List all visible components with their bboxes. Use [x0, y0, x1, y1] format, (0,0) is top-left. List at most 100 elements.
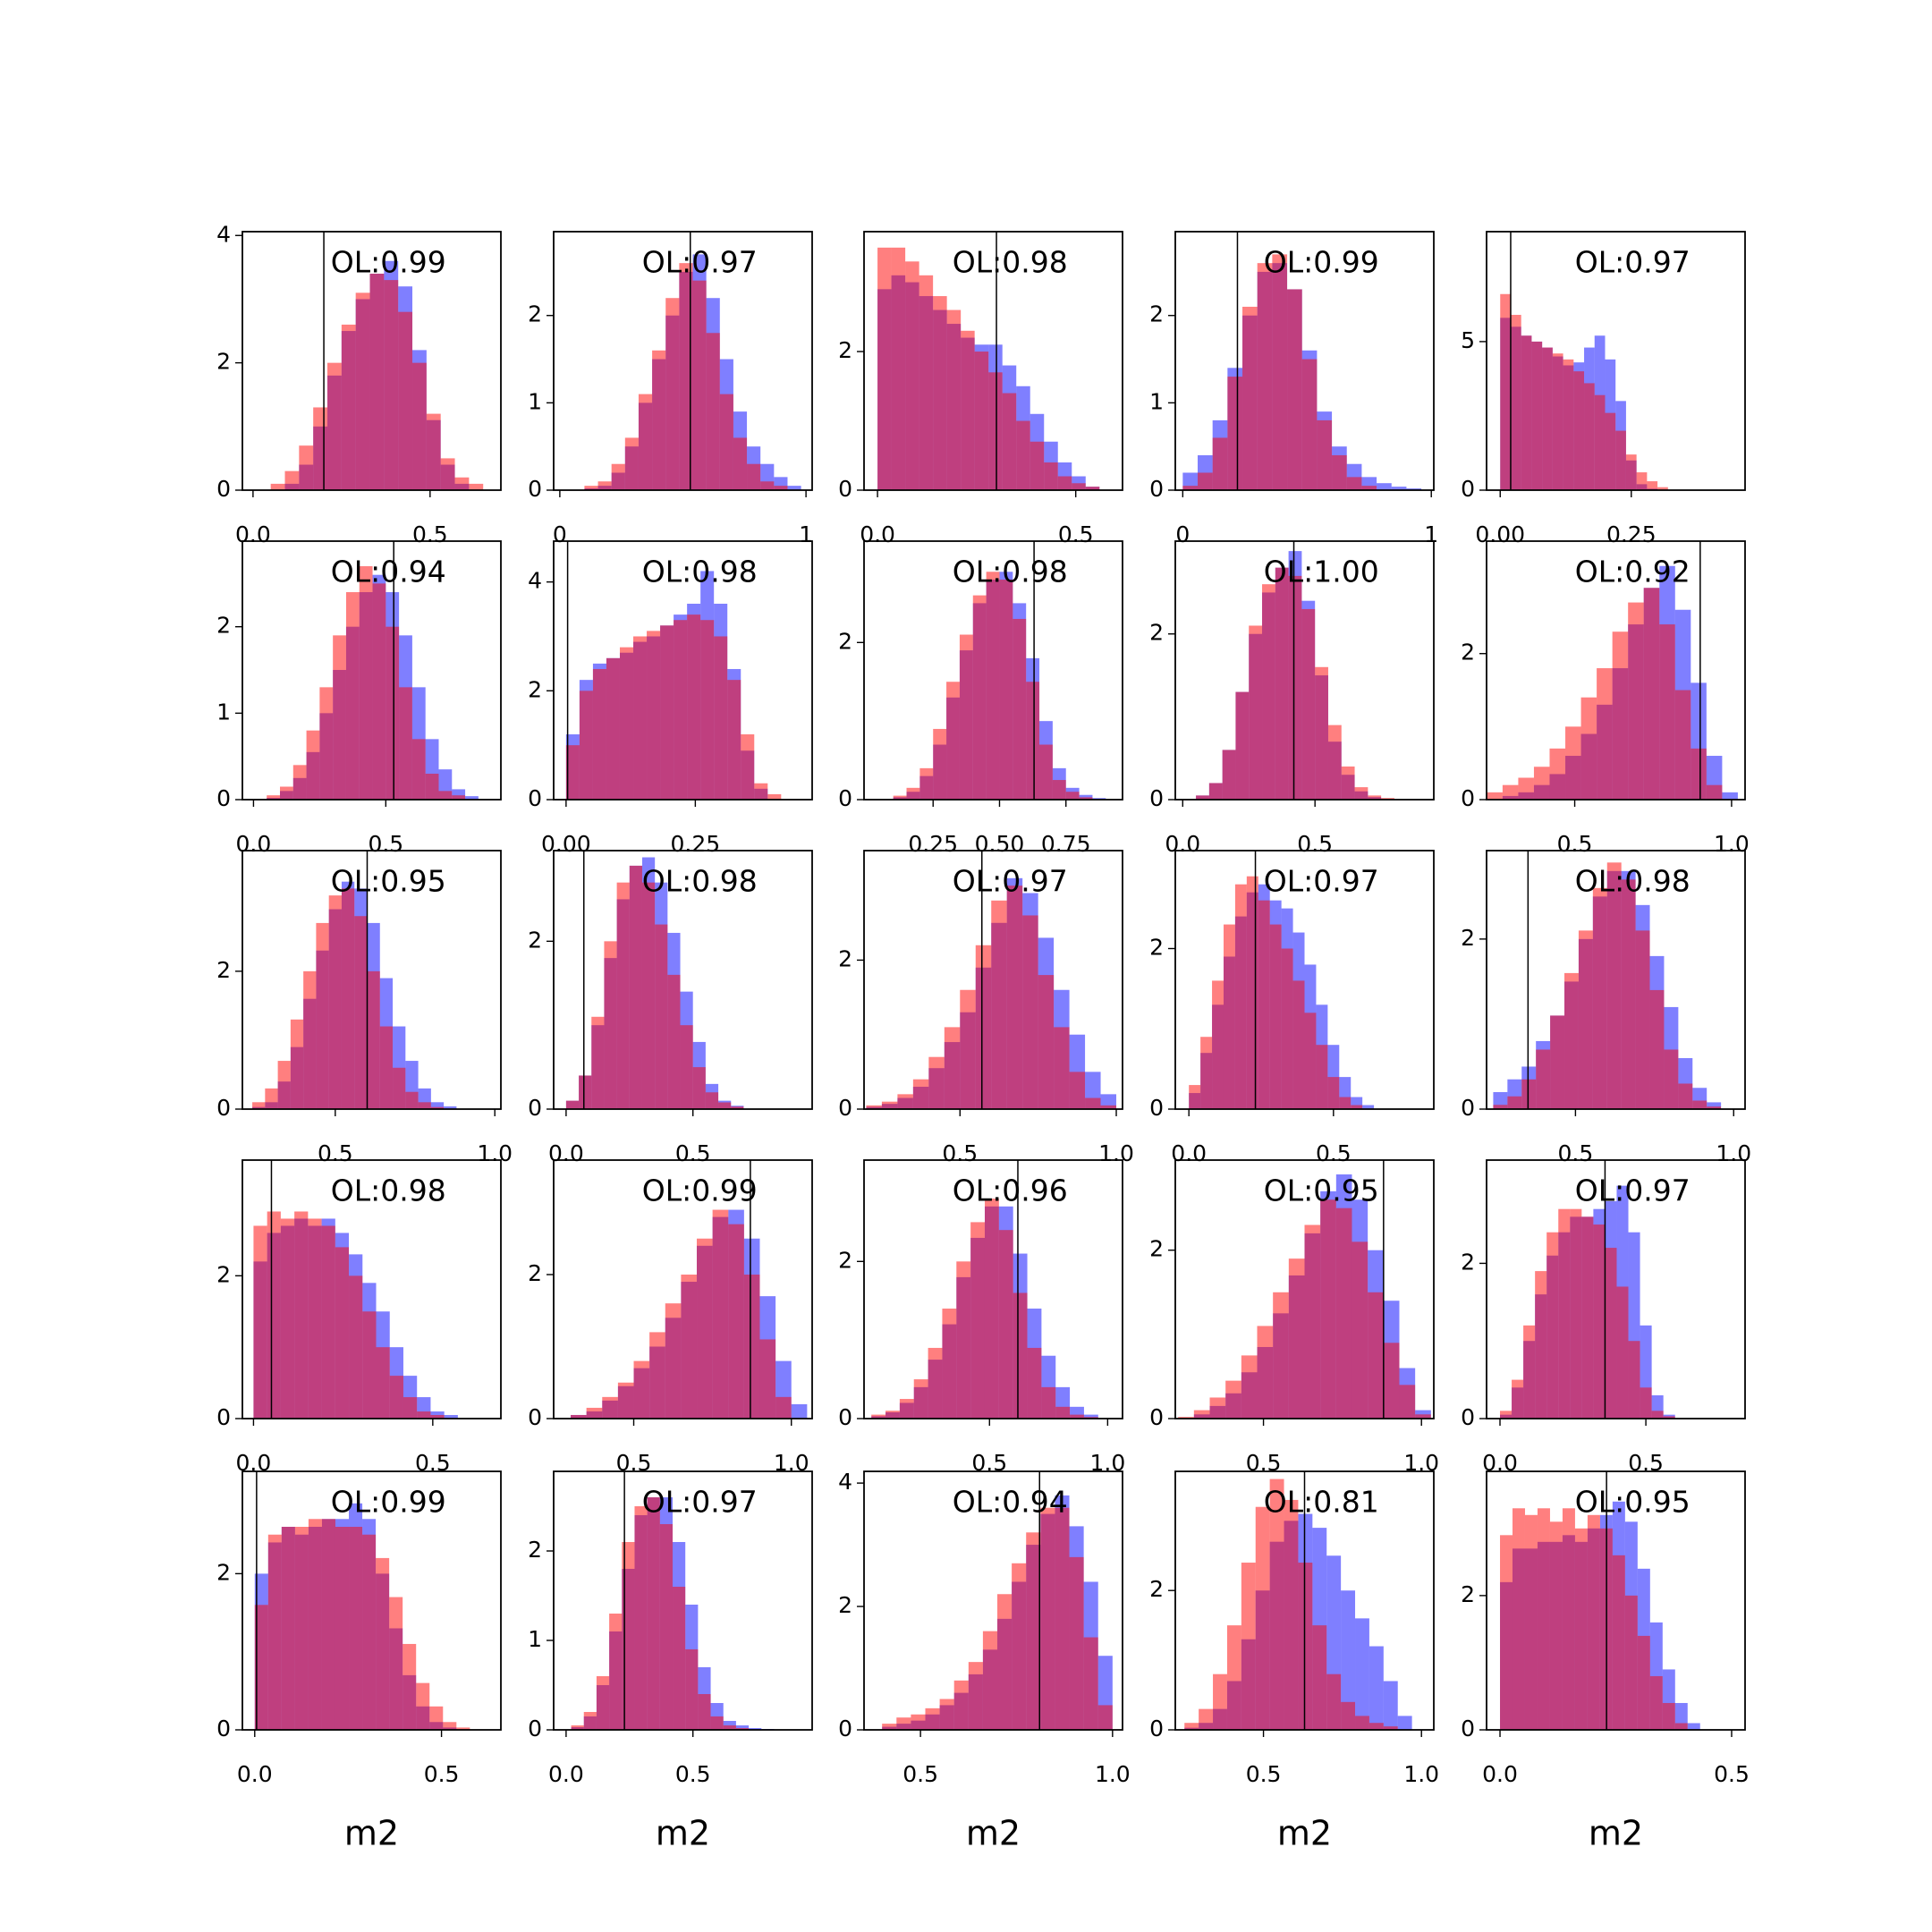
y-tick-label: 2 — [1461, 1581, 1475, 1607]
subplot: 0.0 0.5 0 2 OL:0.99 m2 — [216, 1470, 502, 1853]
histogram-bar — [741, 733, 755, 800]
y-tick-label: 0 — [216, 785, 231, 811]
x-tick-label: 1.0 — [1403, 1761, 1439, 1787]
histogram-bar — [986, 572, 1000, 800]
histogram-bar — [592, 668, 606, 800]
y-tick-label: 0 — [838, 1404, 852, 1430]
x-tick-label: 0.0 — [235, 521, 271, 547]
histogram-bar — [1320, 1199, 1336, 1419]
histogram-bar — [1500, 1535, 1513, 1730]
y-tick-label: 0 — [216, 1095, 231, 1121]
histogram-bar — [1041, 1386, 1056, 1419]
annotation: OL:0.94 — [953, 1485, 1068, 1520]
axes-frame — [242, 540, 502, 801]
histogram-bar — [647, 1497, 660, 1730]
histogram-bar — [1621, 879, 1636, 1109]
histogram-bar — [417, 1411, 431, 1419]
histogram-bar — [1368, 1646, 1384, 1730]
histogram-bar — [1500, 293, 1511, 490]
histogram-bar — [1212, 980, 1224, 1109]
histogram-bar — [1069, 1072, 1086, 1109]
histogram-bar — [988, 372, 1003, 490]
y-tick-label: 2 — [1149, 1576, 1164, 1602]
histogram-bar — [1651, 1411, 1664, 1419]
histogram-bar — [1241, 1563, 1256, 1730]
histogram-bar — [444, 1106, 457, 1109]
histogram-bar — [659, 1524, 674, 1730]
histogram-bar — [384, 280, 399, 490]
y-tick-label: 0 — [1461, 785, 1475, 811]
histogram-bar — [641, 882, 656, 1109]
histogram-bar — [1070, 1414, 1084, 1419]
y-tick-label: 2 — [528, 1260, 542, 1286]
histogram-bar — [1288, 1258, 1305, 1419]
histogram-bar — [871, 1414, 886, 1419]
histogram-bar — [1707, 1102, 1722, 1109]
histogram-bar — [1606, 862, 1622, 1109]
histogram-bar — [1493, 1105, 1508, 1109]
histogram-bar — [1383, 1726, 1398, 1730]
y-tick-label: 0 — [838, 1095, 852, 1121]
y-tick-label: 2 — [1461, 640, 1475, 665]
y-tick-label: 0 — [216, 1404, 231, 1430]
x-tick-label: 0 — [1175, 521, 1190, 547]
histogram-bar — [1258, 900, 1270, 1109]
x-tick-label: 0.50 — [975, 831, 1025, 857]
annotation: OL:0.97 — [642, 245, 758, 280]
histogram-bar — [303, 970, 317, 1109]
histogram-bar — [376, 1557, 390, 1730]
histogram-bar — [1397, 1716, 1412, 1730]
x-axis-label: m2 — [344, 1814, 399, 1853]
axes-frame — [242, 850, 502, 1110]
histogram-bar — [597, 481, 612, 490]
histogram-bar — [1524, 1514, 1538, 1730]
histogram-bar — [1584, 383, 1595, 490]
x-tick-label: 0.0 — [1482, 1761, 1518, 1787]
histogram-bar — [1564, 972, 1579, 1109]
x-tick-label: 0.0 — [548, 1761, 584, 1787]
annotation: OL:0.99 — [642, 1174, 758, 1208]
histogram-bar — [290, 1019, 304, 1109]
y-tick-label: 2 — [838, 337, 852, 363]
histogram-bar — [710, 1716, 724, 1730]
histogram-bar — [389, 1597, 403, 1730]
histogram-bar — [939, 1699, 954, 1730]
histogram-bar — [1346, 477, 1362, 490]
histogram-bar — [893, 795, 907, 800]
histogram-bar — [1542, 347, 1553, 490]
histogram-bar — [1513, 1508, 1525, 1730]
histogram-bar — [982, 1631, 998, 1730]
x-tick-label: 0.5 — [902, 1761, 938, 1787]
histogram-bar — [1722, 792, 1738, 800]
histogram-bar — [1550, 1015, 1565, 1109]
histogram-bar — [372, 583, 386, 800]
y-tick-label: 0 — [528, 1716, 542, 1741]
histogram-bar — [267, 795, 281, 800]
x-tick-label: 0.0 — [236, 831, 272, 857]
histogram-bar — [1189, 1085, 1201, 1109]
histogram-bar — [1225, 1380, 1241, 1419]
x-tick-label: 0.5 — [412, 521, 448, 547]
subplot: 0.0 0.5 0 2 OL:0.95 m2 — [1461, 1470, 1750, 1853]
histogram-bar — [1523, 1325, 1536, 1419]
histogram-bar — [1640, 1387, 1652, 1419]
histogram-bar — [440, 458, 455, 490]
histogram-bar — [565, 745, 580, 800]
histogram-bar — [1027, 1347, 1042, 1419]
histogram-bar — [1399, 1385, 1416, 1419]
y-tick-label: 1 — [1149, 388, 1164, 414]
histogram-bar — [1301, 608, 1316, 800]
histogram-bar — [281, 1526, 295, 1730]
annotation: OL:0.97 — [953, 864, 1068, 899]
histogram-bar — [886, 1411, 900, 1419]
histogram-bar — [1339, 1097, 1352, 1109]
histogram-bar — [897, 1094, 913, 1109]
histogram-bar — [362, 1311, 377, 1419]
y-tick-label: 5 — [1461, 327, 1475, 353]
histogram-bar — [652, 350, 666, 490]
histogram-bar — [398, 311, 413, 490]
histogram-bar — [633, 636, 648, 800]
histogram-bar — [319, 687, 334, 800]
x-tick-label: 0.5 — [1316, 1140, 1352, 1166]
